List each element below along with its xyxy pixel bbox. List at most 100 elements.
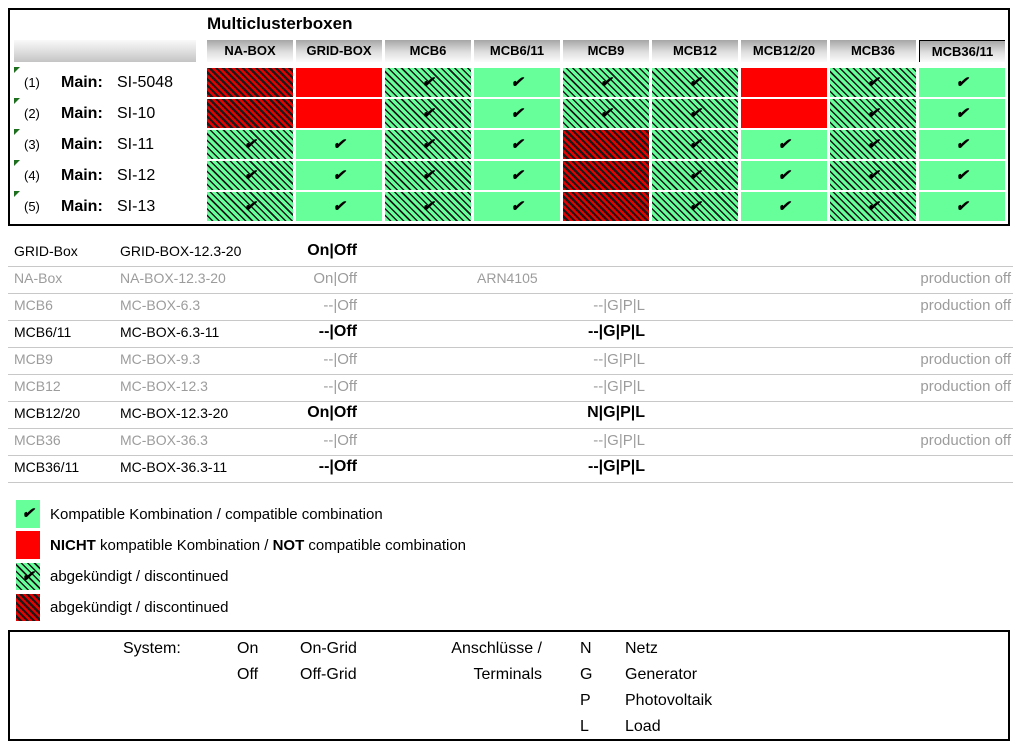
row-main-label: Main: (61, 167, 103, 184)
row-label: (4) Main: SI-12 (14, 160, 204, 190)
row-index: (2) (24, 106, 40, 121)
cell-flag-marker-icon (14, 191, 20, 197)
box-status: --|Off (323, 432, 357, 449)
compat-cell-si-12-mcb36-11: ✔ (919, 161, 1005, 190)
check-icon: ✔ (421, 136, 435, 153)
box-row: MCB6/11 MC-BOX-6.3-11 --|Off --|G|P|L (8, 321, 1013, 348)
check-icon: ✔ (510, 167, 524, 184)
cell-flag-marker-icon (14, 67, 20, 73)
compat-cell-si-13-mcb12-20: ✔ (741, 192, 827, 221)
check-icon: ✔ (332, 198, 346, 215)
legend-label: abgekündigt / discontinued (50, 598, 229, 616)
matrix-title: Multiclusterboxen (207, 14, 353, 33)
compat-cell-si-10-na-box (207, 99, 293, 128)
legend-swatch-dc: ✔ (16, 562, 40, 590)
compat-cell-si-10-mcb9: ✔ (563, 99, 649, 128)
terminal-key-l: L (580, 718, 589, 735)
check-icon: ✔ (866, 198, 880, 215)
compat-cell-si-12-mcb12-20: ✔ (741, 161, 827, 190)
check-icon: ✔ (777, 167, 791, 184)
box-row: MCB9 MC-BOX-9.3 --|Off --|G|P|L production o… (8, 348, 1013, 375)
check-icon: ✔ (421, 105, 435, 122)
box-production-status: production off (920, 378, 1011, 395)
check-icon: ✔ (510, 105, 524, 122)
check-icon: ✔ (688, 136, 702, 153)
row-main-label: Main: (61, 105, 103, 122)
box-note: ARN4105 (477, 270, 538, 286)
box-name: MCB36 (14, 432, 61, 448)
check-icon: ✔ (866, 105, 880, 122)
legend: ✔ Kompatible Kombination / compatible com… (16, 500, 466, 624)
row-header-bar (14, 40, 196, 62)
system-label: System: (123, 640, 181, 657)
compat-cell-si-13-mcb6-11: ✔ (474, 192, 560, 221)
box-status: --|Off (323, 378, 357, 395)
check-icon: ✔ (421, 74, 435, 91)
legend-label: NICHT kompatible Kombination / NOT compa… (50, 536, 467, 554)
compat-cell-si-5048-na-box (207, 68, 293, 97)
row-index: (4) (24, 168, 40, 183)
compat-cell-si-13-mcb36: ✔ (830, 192, 916, 221)
legend-label: abgekündigt / discontinued (50, 567, 229, 585)
footer-key-box: System: On Off On-Grid Off-Grid Anschlüs… (8, 630, 1010, 741)
box-name: NA-Box (14, 270, 63, 286)
compat-cell-si-5048-mcb36: ✔ (830, 68, 916, 97)
check-icon: ✔ (243, 136, 257, 153)
box-model: MC-BOX-36.3 (120, 432, 208, 448)
legend-swatch-n (16, 531, 40, 559)
box-status: --|Off (318, 458, 357, 475)
terminals-label-de: Anschlüsse / (451, 640, 542, 657)
column-header-na-box: NA-BOX (207, 40, 293, 62)
box-row: MCB36/11 MC-BOX-36.3-11 --|Off --|G|P|L (8, 456, 1013, 483)
check-icon: ✔ (955, 167, 969, 184)
check-icon: ✔ (332, 167, 346, 184)
compat-cell-si-13-mcb9 (563, 192, 649, 221)
row-label: (5) Main: SI-13 (14, 191, 204, 221)
check-icon: ✔ (21, 567, 35, 585)
legend-item: ✔ abgekündigt / discontinued (16, 562, 466, 590)
terminal-key-p: P (580, 692, 591, 709)
compat-cell-si-10-mcb6: ✔ (385, 99, 471, 128)
compat-cell-si-13-mcb12: ✔ (652, 192, 738, 221)
column-header-mcb36: MCB36 (830, 40, 916, 62)
box-production-status: production off (920, 351, 1011, 368)
check-icon: ✔ (688, 198, 702, 215)
terminals-label-en: Terminals (473, 666, 542, 683)
compat-cell-si-11-mcb6-11: ✔ (474, 130, 560, 159)
compat-cell-si-12-mcb12: ✔ (652, 161, 738, 190)
compat-cell-si-11-grid-box: ✔ (296, 130, 382, 159)
column-header-mcb6-11: MCB6/11 (474, 40, 560, 62)
box-terminals: --|G|P|L (588, 458, 645, 475)
legend-item: NICHT kompatible Kombination / NOT compa… (16, 531, 466, 559)
compat-cell-si-13-na-box: ✔ (207, 192, 293, 221)
box-name: MCB9 (14, 351, 53, 367)
compat-cell-si-11-mcb12-20: ✔ (741, 130, 827, 159)
cell-flag-marker-icon (14, 129, 20, 135)
terminal-value-l: Load (625, 718, 661, 735)
box-status: On|Off (307, 404, 357, 421)
legend-swatch-c: ✔ (16, 500, 40, 528)
compat-cell-si-5048-mcb9: ✔ (563, 68, 649, 97)
check-icon: ✔ (599, 105, 613, 122)
compat-cell-si-10-mcb6-11: ✔ (474, 99, 560, 128)
column-header-mcb36-11: MCB36/11 (919, 40, 1005, 62)
compat-cell-si-12-mcb36: ✔ (830, 161, 916, 190)
compat-cell-si-10-grid-box (296, 99, 382, 128)
box-row: MCB12/20 MC-BOX-12.3-20 On|Off N|G|P|L (8, 402, 1013, 429)
box-model: NA-BOX-12.3-20 (120, 270, 226, 286)
row-main-label: Main: (61, 74, 103, 91)
box-row: MCB12 MC-BOX-12.3 --|Off --|G|P|L production… (8, 375, 1013, 402)
box-name: MCB12/20 (14, 405, 81, 421)
check-icon: ✔ (421, 167, 435, 184)
compat-cell-si-10-mcb36-11: ✔ (919, 99, 1005, 128)
compat-cell-si-10-mcb12-20 (741, 99, 827, 128)
box-terminals: --|G|P|L (593, 351, 645, 368)
matrix-table: Multiclusterboxen NA-BOX GRID-BOX MCB6 MCB6… (8, 8, 1010, 226)
row-index: (1) (24, 75, 40, 90)
box-row: MCB6 MC-BOX-6.3 --|Off --|G|P|L production o… (8, 294, 1013, 321)
row-model: SI-12 (117, 167, 156, 184)
compat-cell-si-5048-mcb12-20 (741, 68, 827, 97)
on-grid-label: On-Grid (300, 640, 357, 657)
check-icon: ✔ (21, 505, 35, 522)
legend-item: ✔ Kompatible Kombination / compatible com… (16, 500, 466, 528)
